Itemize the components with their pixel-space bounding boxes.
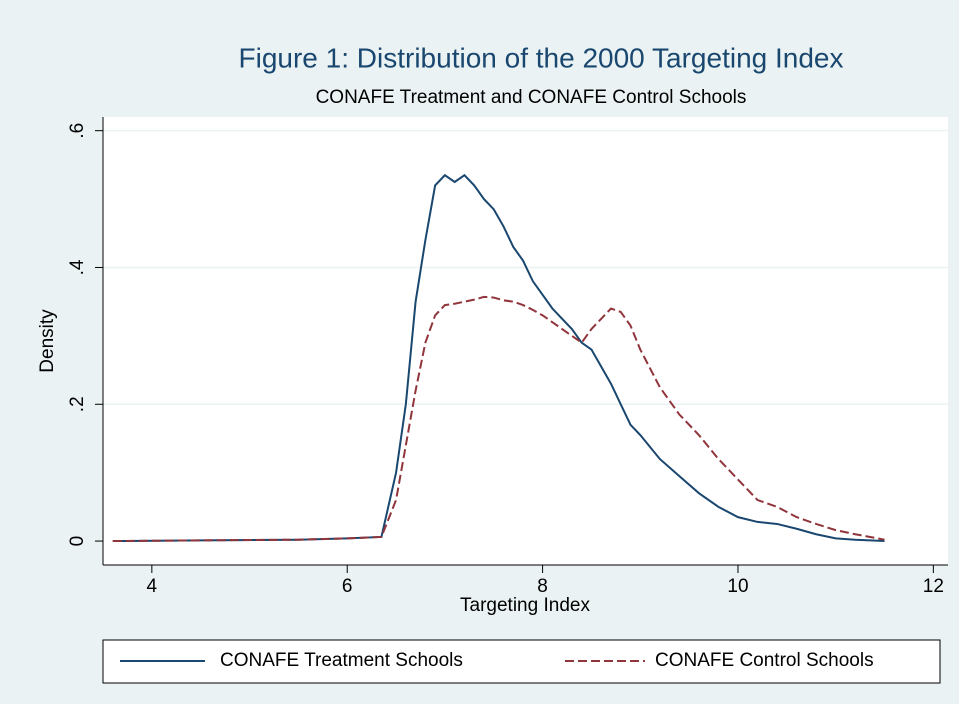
legend xyxy=(102,639,941,684)
legend-label: CONAFE Treatment Schools xyxy=(220,650,463,671)
y-tick-label: .2 xyxy=(67,396,88,412)
x-tick-label: 8 xyxy=(537,576,548,597)
chart-subtitle: CONAFE Treatment and CONAFE Control Scho… xyxy=(316,87,747,108)
chart-title: Figure 1: Distribution of the 2000 Targe… xyxy=(239,42,844,73)
x-tick-label: 12 xyxy=(923,576,944,597)
x-tick-label: 6 xyxy=(342,576,353,597)
y-tick-label: .6 xyxy=(67,123,88,139)
series-line xyxy=(112,173,885,543)
x-tick-label: 4 xyxy=(147,576,158,597)
y-axis-label: Density xyxy=(37,309,58,373)
y-tick-label: .4 xyxy=(67,259,88,275)
plot-area xyxy=(103,117,948,565)
y-tick-label: 0 xyxy=(67,536,88,547)
legend-label: CONAFE Control Schools xyxy=(655,650,874,671)
series-line xyxy=(112,295,885,543)
x-tick-label: 10 xyxy=(727,576,748,597)
x-axis-label: Targeting Index xyxy=(460,595,590,616)
